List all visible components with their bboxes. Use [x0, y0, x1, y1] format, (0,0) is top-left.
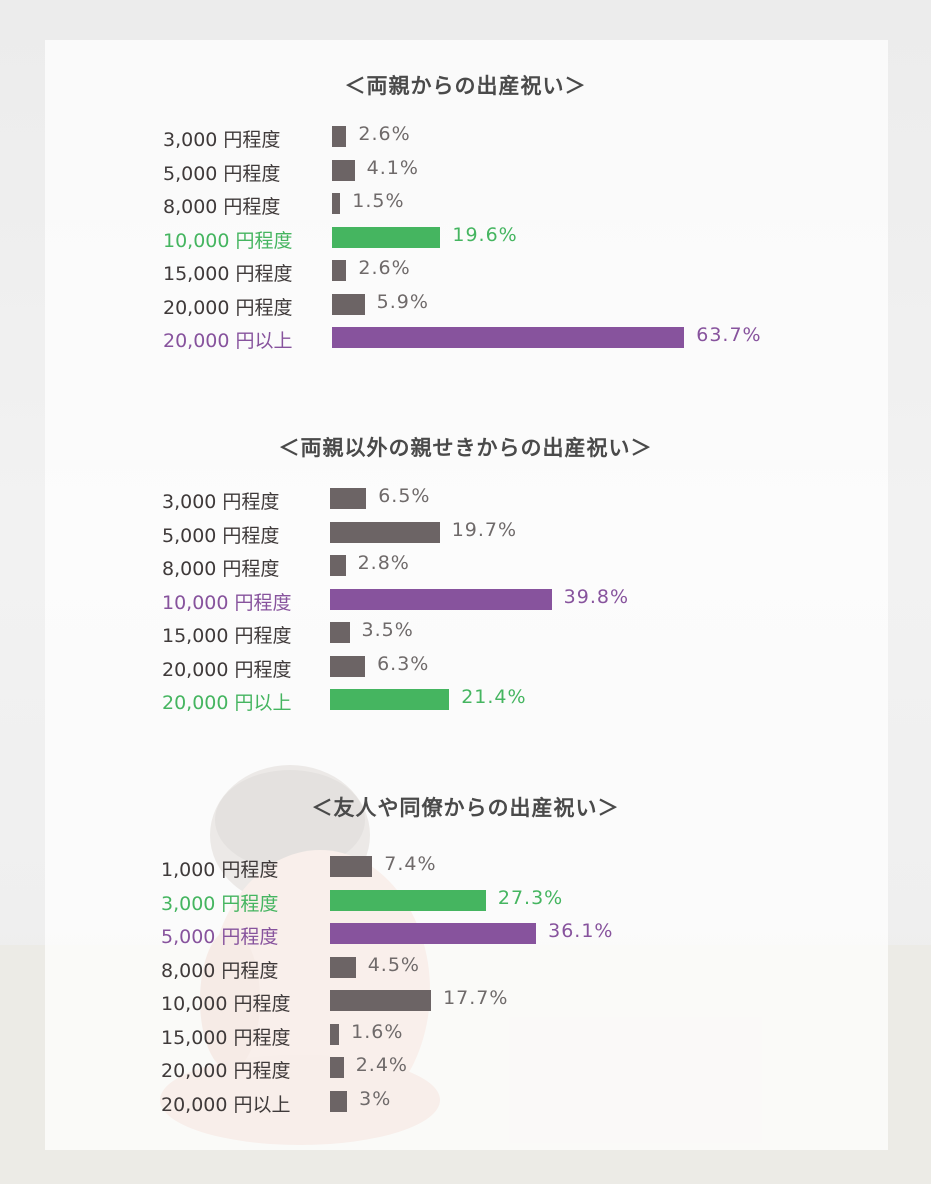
bar — [330, 588, 552, 610]
category-label: 8,000 円程度 — [163, 196, 281, 218]
category-label: 10,000 円程度 — [161, 993, 291, 1015]
bar — [330, 956, 356, 978]
category-label: 15,000 円程度 — [161, 1026, 291, 1049]
chart-title: ＜友人や同僚からの出産祝い＞ — [311, 796, 620, 820]
bar-row: 1,000 円程度 7.4% — [0, 852, 931, 882]
category-label: 1,000 円程度 — [161, 859, 279, 881]
category-label: 20,000 円以上 — [163, 330, 293, 352]
category-label: 3,000 円程度 — [162, 491, 280, 513]
bar — [332, 327, 685, 348]
value-label: 6.5% — [378, 485, 431, 507]
bar — [330, 856, 373, 877]
bar-row: 10,000 円程度 39.8% — [0, 585, 931, 615]
category-label: 20,000 円程度 — [162, 658, 292, 681]
bar-row: 5,000 円程度 19.7% — [0, 518, 931, 548]
category-label: 8,000 円程度 — [162, 558, 280, 580]
value-label: 63.7% — [696, 324, 762, 346]
bar-row: 20,000 円以上 63.7% — [0, 323, 931, 353]
category-label: 20,000 円程度 — [161, 1060, 291, 1082]
value-label: 39.8% — [563, 585, 630, 608]
value-label: 1.6% — [351, 1020, 404, 1043]
bar — [330, 555, 346, 576]
bar — [330, 923, 537, 944]
value-label: 3.5% — [361, 619, 414, 641]
bar-row: 5,000 円程度 4.1% — [0, 156, 931, 186]
bar — [330, 990, 432, 1011]
bar — [330, 1023, 340, 1045]
bar — [332, 260, 347, 281]
value-label: 3% — [359, 1087, 392, 1110]
category-label: 3,000 円程度 — [161, 892, 279, 915]
bar-row: 3,000 円程度 6.5% — [0, 484, 931, 514]
value-label: 21.4% — [461, 686, 527, 708]
bar-row: 8,000 円程度 4.5% — [0, 953, 931, 983]
bar — [330, 889, 486, 911]
bar-row: 20,000 円以上 21.4% — [0, 685, 931, 715]
category-label: 5,000 円程度 — [161, 926, 279, 948]
value-label: 2.6% — [358, 123, 411, 145]
value-label: 19.6% — [452, 223, 518, 246]
bar — [330, 689, 450, 710]
category-label: 10,000 円程度 — [162, 591, 292, 614]
value-label: 27.3% — [497, 886, 564, 909]
category-label: 20,000 円以上 — [162, 692, 292, 714]
bar-row: 20,000 円以上 3% — [0, 1087, 931, 1117]
value-label: 6.3% — [377, 652, 430, 675]
bar — [330, 655, 366, 677]
value-label: 4.1% — [366, 156, 419, 179]
bar — [332, 159, 355, 181]
value-label: 19.7% — [451, 518, 518, 541]
value-label: 4.5% — [367, 953, 420, 976]
value-label: 2.6% — [358, 257, 411, 279]
value-label: 2.4% — [355, 1054, 408, 1076]
category-label: 20,000 円以上 — [161, 1093, 291, 1116]
chart-title: ＜両親以外の親せきからの出産祝い＞ — [278, 436, 653, 460]
bar — [332, 193, 341, 214]
bar-row: 20,000 円程度 6.3% — [0, 652, 931, 682]
bar — [330, 1090, 348, 1112]
bar — [332, 293, 365, 315]
category-label: 15,000 円程度 — [162, 625, 292, 647]
bar-row: 3,000 円程度 27.3% — [0, 886, 931, 916]
chart-title: ＜両親からの出産祝い＞ — [344, 74, 587, 98]
value-label: 17.7% — [443, 987, 509, 1009]
value-label: 5.9% — [376, 290, 429, 313]
value-label: 1.5% — [352, 190, 405, 212]
bar-row: 8,000 円程度 1.5% — [0, 189, 931, 219]
value-label: 36.1% — [548, 920, 614, 942]
bar — [332, 226, 441, 248]
category-label: 15,000 円程度 — [163, 263, 293, 285]
bar-row: 5,000 円程度 36.1% — [0, 919, 931, 949]
category-label: 5,000 円程度 — [163, 162, 281, 185]
value-label: 7.4% — [384, 853, 437, 875]
bar — [332, 126, 347, 147]
bar — [330, 488, 367, 509]
bar-row: 3,000 円程度 2.6% — [0, 122, 931, 152]
bar-row: 20,000 円程度 2.4% — [0, 1053, 931, 1083]
bar-row: 15,000 円程度 1.6% — [0, 1020, 931, 1050]
category-label: 20,000 円程度 — [163, 296, 293, 319]
category-label: 5,000 円程度 — [162, 524, 280, 547]
bar — [330, 521, 440, 543]
bar-row: 8,000 円程度 2.8% — [0, 551, 931, 581]
category-label: 8,000 円程度 — [161, 959, 279, 982]
bar-row: 15,000 円程度 2.6% — [0, 256, 931, 286]
category-label: 10,000 円程度 — [163, 229, 293, 252]
bar-row: 10,000 円程度 19.6% — [0, 223, 931, 253]
bar-row: 15,000 円程度 3.5% — [0, 618, 931, 648]
value-label: 2.8% — [357, 552, 410, 574]
bar-row: 10,000 円程度 17.7% — [0, 986, 931, 1016]
bar-row: 20,000 円程度 5.9% — [0, 290, 931, 320]
bar — [330, 1057, 344, 1078]
bar — [330, 622, 350, 643]
category-label: 3,000 円程度 — [163, 129, 281, 151]
